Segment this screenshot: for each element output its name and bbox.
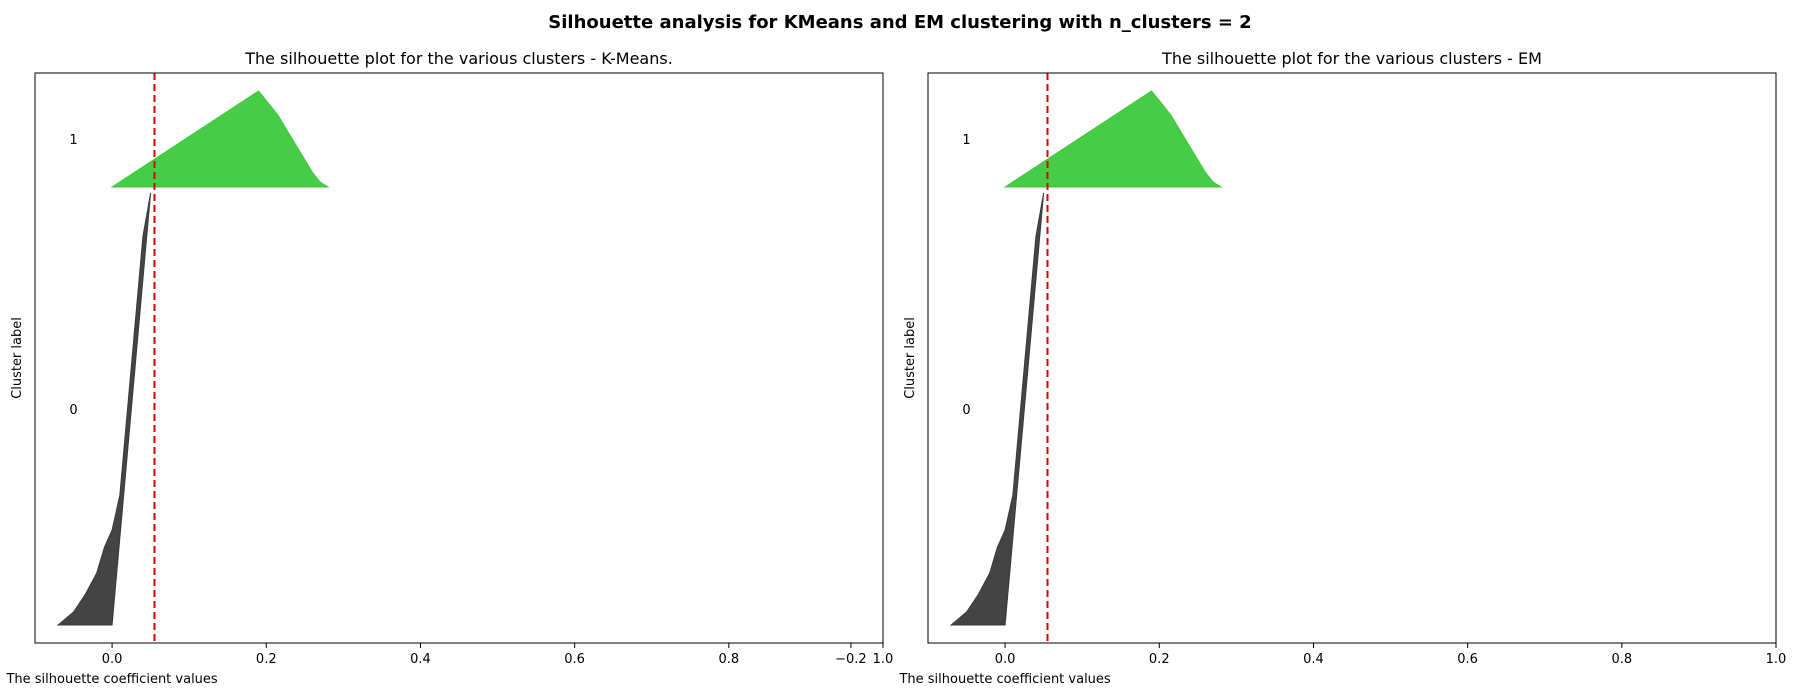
y-axis-label: Cluster label	[903, 317, 918, 399]
y-axis-label: Cluster label	[10, 317, 25, 399]
silhouette-cluster-0	[56, 192, 152, 626]
x-tick-label: 1.0	[873, 652, 894, 667]
x-tick-label: 0.8	[718, 652, 739, 667]
x-tick-label: 0.2	[1149, 652, 1170, 667]
x-tick-label: 0.0	[995, 652, 1016, 667]
x-tick-label: 0.8	[1611, 652, 1632, 667]
x-tick-label: 0.6	[1457, 652, 1478, 667]
axes-frame	[34, 72, 884, 644]
x-axis-label: The silhouette coefficient values	[5, 672, 217, 687]
axes-container: The silhouette plot for the various clus…	[5, 49, 1786, 687]
chart-panel-1: The silhouette plot for the various clus…	[835, 49, 1786, 687]
x-tick-label: 0.2	[256, 652, 277, 667]
silhouette-cluster-0	[949, 192, 1045, 626]
cluster-label-1: 1	[962, 133, 970, 148]
x-tick-label: 0.4	[1303, 652, 1324, 667]
cluster-label-1: 1	[69, 133, 77, 148]
x-tick-label: −0.2	[835, 652, 867, 667]
figure-suptitle: Silhouette analysis for KMeans and EM cl…	[548, 12, 1251, 33]
axes-frame	[927, 72, 1777, 644]
x-tick-label: 0.4	[410, 652, 431, 667]
chart-panel-0: The silhouette plot for the various clus…	[5, 49, 894, 687]
cluster-label-0: 0	[962, 403, 970, 418]
x-axis-label: The silhouette coefficient values	[898, 672, 1110, 687]
axes-title: The silhouette plot for the various clus…	[1161, 49, 1542, 68]
silhouette-cluster-1	[110, 90, 330, 188]
axes-title: The silhouette plot for the various clus…	[244, 49, 673, 68]
silhouette-cluster-1	[1003, 90, 1223, 188]
x-tick-label: 1.0	[1766, 652, 1787, 667]
x-tick-label: 0.6	[564, 652, 585, 667]
x-tick-label: 0.0	[102, 652, 123, 667]
cluster-label-0: 0	[69, 403, 77, 418]
